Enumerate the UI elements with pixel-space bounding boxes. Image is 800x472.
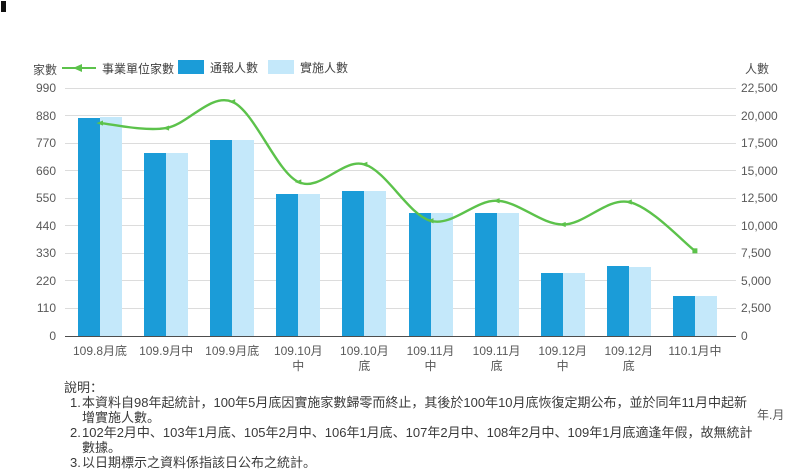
line-marker bbox=[294, 179, 302, 185]
bar-reported bbox=[540, 272, 563, 336]
gridline bbox=[65, 115, 736, 117]
right-axis-tick: 12,500 bbox=[741, 191, 778, 206]
footnote-item: 1. 本資料自98年起統計，100年5月底因實施家數歸零而終止，其後於100年10… bbox=[64, 395, 756, 425]
x-tick-label: 109.11月底 bbox=[472, 344, 521, 373]
line-marker bbox=[625, 199, 632, 205]
legend-label-reported: 通報人數 bbox=[210, 60, 259, 75]
left-axis-tick: 770 bbox=[35, 136, 56, 151]
footnote-number: 3. bbox=[70, 455, 81, 470]
right-axis-tick: 15,000 bbox=[741, 163, 778, 178]
x-axis-unit-label: 年.月 bbox=[757, 408, 785, 422]
bar-implemented bbox=[694, 295, 717, 336]
gridline bbox=[65, 280, 736, 282]
right-axis-tick: 5,000 bbox=[741, 273, 772, 288]
line-marker bbox=[493, 198, 500, 204]
bar-implemented bbox=[364, 191, 387, 336]
bar-implemented bbox=[166, 153, 189, 336]
right-axis-tick: 17,500 bbox=[741, 136, 778, 151]
right-axis-tick: 20,000 bbox=[741, 108, 778, 123]
x-tick-label: 109.10月中 bbox=[273, 344, 323, 373]
x-tick-label: 109.10月底 bbox=[340, 344, 389, 373]
left-axis-tick: 990 bbox=[35, 81, 56, 95]
footnote-text: 本資料自98年起統計，100年5月底因實施家數歸零而終止，其後於100年10月底… bbox=[82, 395, 748, 425]
x-tick-label: 109.9月底 bbox=[205, 344, 260, 358]
right-axis-tick: 7,500 bbox=[741, 246, 772, 261]
legend-item-reported: 通報人數 bbox=[178, 59, 258, 75]
left-axis-tick: 880 bbox=[35, 108, 56, 123]
bar-reported bbox=[144, 153, 167, 336]
footnote-number: 1. bbox=[70, 395, 81, 410]
left-axis-tick: 330 bbox=[35, 246, 56, 261]
x-tick-label: 109.12月中 bbox=[538, 344, 588, 373]
left-axis-title: 家數 bbox=[33, 63, 58, 77]
line-marker bbox=[228, 99, 236, 105]
reported-swatch-icon bbox=[178, 60, 204, 74]
bar-implemented bbox=[562, 272, 585, 336]
x-tick-label: 109.11月中 bbox=[406, 344, 455, 373]
bar-reported bbox=[474, 213, 497, 336]
left-axis-tick: 0 bbox=[49, 329, 56, 343]
bar-implemented bbox=[496, 213, 519, 336]
right-axis-tick: 10,000 bbox=[741, 218, 778, 233]
bar-reported bbox=[408, 212, 431, 336]
bar-reported bbox=[342, 191, 365, 336]
bar-reported bbox=[672, 295, 695, 336]
footnotes-list: 1. 本資料自98年起統計，100年5月底因實施家數歸零而終止，其後於100年10… bbox=[64, 395, 756, 470]
legend-label-business-units: 事業單位家數 bbox=[102, 61, 175, 76]
implemented-swatch-icon bbox=[268, 60, 294, 74]
x-tick-label: 109.9月中 bbox=[139, 344, 194, 358]
bar-implemented bbox=[628, 266, 651, 336]
footnotes-title: 說明： bbox=[64, 380, 104, 395]
right-axis-tick: 22,500 bbox=[741, 81, 778, 95]
bar-reported bbox=[78, 118, 100, 336]
line-marker bbox=[162, 125, 170, 131]
line-arrow-icon bbox=[62, 64, 96, 72]
gridline bbox=[65, 142, 736, 144]
gridline bbox=[65, 87, 736, 89]
business-count-line bbox=[98, 99, 697, 253]
bar-reported bbox=[210, 139, 233, 336]
bar-reported bbox=[276, 194, 299, 336]
footnote-text: 以日期標示之資料係指該日公布之統計。 bbox=[82, 455, 317, 470]
left-axis-tick: 660 bbox=[35, 163, 56, 178]
footnote-item: 3. 以日期標示之資料係指該日公布之統計。 bbox=[64, 455, 756, 470]
footnotes: 說明： 1. 本資料自98年起統計，100年5月底因實施家數歸零而終止，其後於10… bbox=[64, 380, 756, 470]
legend-item-business-units: 事業單位家數 bbox=[62, 60, 174, 76]
footnote-number: 2. bbox=[70, 425, 81, 440]
line-marker bbox=[360, 161, 368, 168]
footnote-text: 102年2月中、103年1月底、105年2月中、106年1月底、107年2月中、… bbox=[82, 425, 753, 455]
x-tick-label: 109.8月底 bbox=[72, 344, 128, 358]
bar-implemented bbox=[430, 212, 453, 336]
footnote-item: 2. 102年2月中、103年1月底、105年2月中、106年1月底、107年2月… bbox=[64, 425, 756, 455]
gridline bbox=[65, 252, 736, 254]
left-axis-tick: 550 bbox=[35, 191, 56, 206]
bar-implemented bbox=[232, 139, 255, 336]
x-axis-line bbox=[65, 335, 736, 338]
gridline bbox=[65, 307, 736, 309]
bar-reported bbox=[606, 266, 629, 336]
legend-label-implemented: 實施人數 bbox=[300, 60, 349, 75]
legend-item-implemented: 實施人數 bbox=[268, 59, 348, 75]
corner-artifact bbox=[1, 1, 6, 12]
bar-implemented bbox=[298, 194, 321, 336]
right-axis-title: 人數 bbox=[745, 62, 770, 76]
left-axis-tick: 110 bbox=[36, 301, 56, 316]
x-tick-label: 110.1月中 bbox=[668, 344, 722, 358]
x-tick-label: 109.12月底 bbox=[604, 344, 654, 373]
right-axis-tick: 0 bbox=[741, 329, 748, 343]
left-axis-tick: 220 bbox=[35, 273, 56, 288]
bar-implemented bbox=[100, 117, 122, 336]
left-axis-tick: 440 bbox=[35, 218, 56, 233]
right-axis-tick: 2,500 bbox=[741, 301, 772, 316]
